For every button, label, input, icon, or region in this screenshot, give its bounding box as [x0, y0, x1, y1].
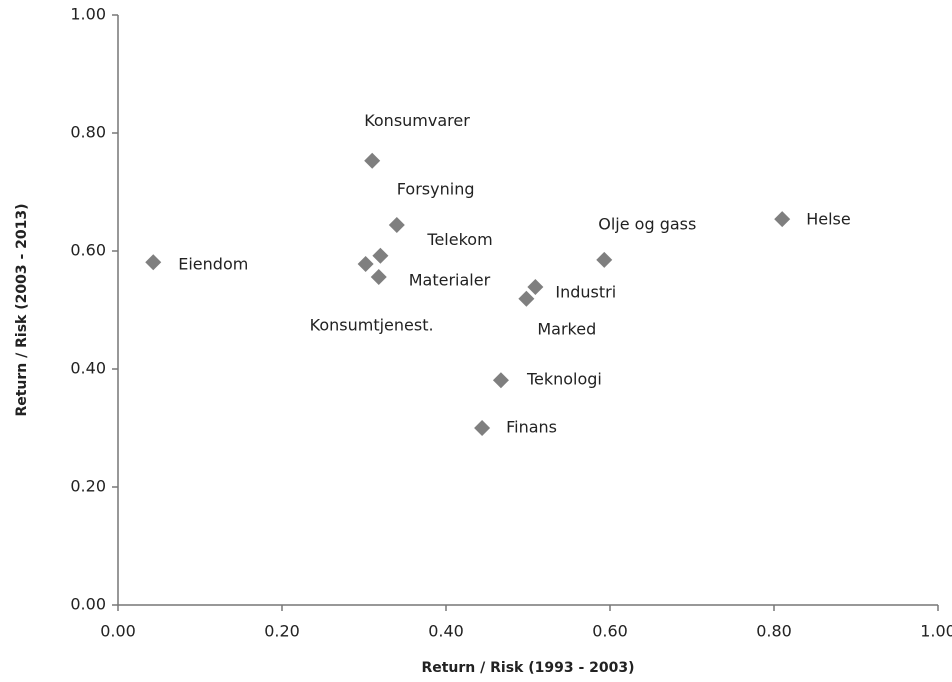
point	[370, 268, 387, 285]
point	[357, 255, 374, 272]
x-axis-title: Return / Risk (1993 - 2003)	[421, 660, 634, 676]
point-label: Telekom	[426, 230, 492, 249]
point	[474, 420, 491, 436]
point	[596, 251, 613, 268]
point	[774, 211, 791, 228]
x-tick-label: 0.40	[428, 622, 464, 641]
x-tick-label: 0.20	[264, 622, 300, 641]
point-label: Marked	[537, 319, 596, 338]
point-label: Eiendom	[178, 255, 248, 274]
point	[145, 254, 162, 271]
y-tick-label: 0.60	[70, 241, 106, 260]
point	[388, 217, 405, 234]
x-tick-label: 0.60	[592, 622, 628, 641]
y-tick-label: 0.40	[70, 359, 106, 378]
y-tick-label: 0.00	[70, 595, 106, 614]
point-label: Olje og gass	[598, 214, 696, 233]
y-axis-title: Return / Risk (2003 - 2013)	[14, 203, 30, 416]
y-tick-label: 0.80	[70, 123, 106, 142]
point-label: Forsyning	[397, 180, 475, 199]
point-label: Konsumtjenest.	[310, 315, 434, 334]
point-label: Teknologi	[526, 370, 602, 389]
x-tick-label: 0.80	[756, 622, 792, 641]
point	[364, 152, 381, 169]
point-label: Industri	[555, 282, 616, 301]
point-label: Helse	[806, 210, 851, 229]
point-label: Konsumvarer	[364, 111, 470, 130]
y-tick-label: 1.00	[70, 5, 106, 24]
point	[527, 278, 544, 295]
point	[372, 247, 389, 264]
point-label: Finans	[506, 418, 557, 437]
x-tick-label: 0.00	[100, 622, 136, 641]
x-tick-label: 1.00	[920, 622, 952, 641]
point-label: Materialer	[409, 270, 491, 289]
point	[492, 372, 509, 389]
y-tick-label: 0.20	[70, 477, 106, 496]
point	[518, 290, 535, 307]
